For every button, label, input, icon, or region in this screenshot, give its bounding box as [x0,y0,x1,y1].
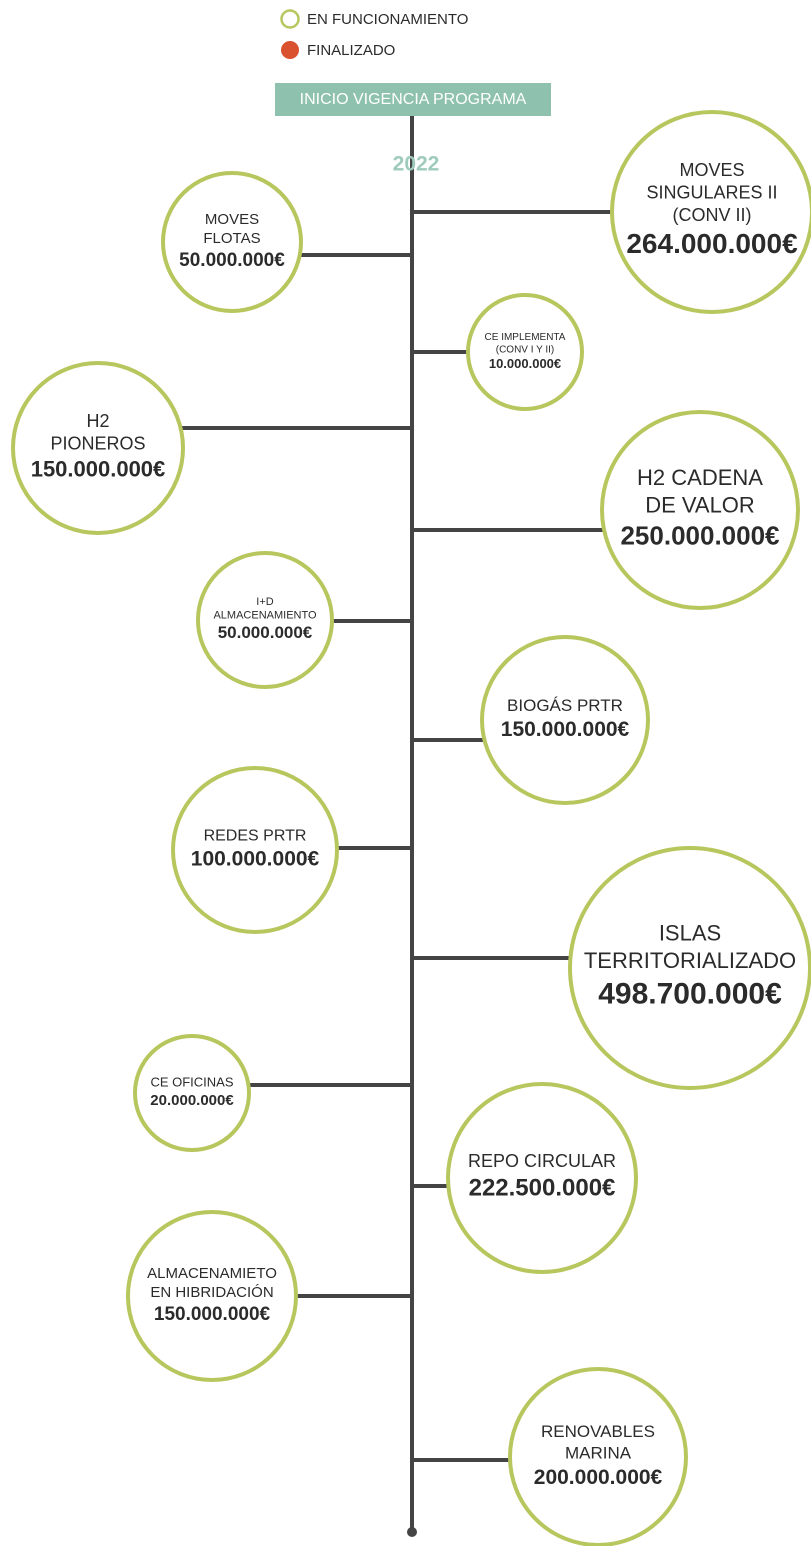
program-circle [508,1367,688,1547]
year-label: 2022 [393,153,440,176]
program-circle [11,361,185,535]
program-circle [480,635,650,805]
program-amount: 50.000.000€ [218,623,313,642]
program-circle [126,1210,298,1382]
program-name: SINGULARES II [646,183,777,203]
program-amount: 20.000.000€ [150,1092,234,1109]
program-name: H2 [86,411,109,431]
program-name: MOVES [679,160,744,180]
program-name: ALMACENAMIETO [147,1265,277,1282]
program-name: CE OFICINAS [150,1075,233,1090]
program-amount: 150.000.000€ [154,1304,271,1325]
program-amount: 264.000.000€ [626,228,798,259]
program-name: REDES PRTR [204,828,307,845]
program-name: BIOGÁS PRTR [507,696,623,715]
legend-label: FINALIZADO [307,42,395,59]
program-amount: 150.000.000€ [31,456,166,481]
program-name: I+D [256,596,273,608]
program-amount: 50.000.000€ [179,250,285,271]
program-circle [196,551,334,689]
program-circle [171,766,339,934]
program-amount: 10.000.000€ [489,356,561,371]
program-amount: 498.700.000€ [598,977,782,1010]
legend-swatch [281,41,299,59]
program-name: ALMACENAMIENTO [213,610,317,622]
program-circle [600,410,800,610]
header-box [275,83,551,116]
program-name: ISLAS [659,921,721,946]
program-name: CE IMPLEMENTA [485,332,566,343]
program-circle [133,1034,251,1152]
legend-label: EN FUNCIONAMIENTO [307,11,468,28]
program-name: FLOTAS [203,230,260,247]
program-amount: 222.500.000€ [469,1175,616,1202]
program-name: RENOVABLES [541,1422,655,1441]
program-name: (CONV I Y II) [496,344,555,355]
program-name: EN HIBRIDACIÓN [150,1284,273,1301]
program-circle [161,171,303,313]
program-circle [610,110,811,314]
program-amount: 100.000.000€ [191,848,320,871]
program-name: DE VALOR [645,493,755,518]
program-name: MOVES [205,211,259,228]
header-title: INICIO VIGENCIA PROGRAMA [300,91,527,108]
program-amount: 200.000.000€ [534,1466,663,1489]
program-name: REPO CIRCULAR [468,1151,616,1171]
program-circle [446,1082,638,1274]
program-name: (CONV II) [673,205,752,225]
program-name: TERRITORIALIZADO [584,948,796,973]
program-name: MARINA [565,1443,632,1462]
program-amount: 150.000.000€ [501,718,630,741]
legend-swatch [280,9,300,29]
program-name: H2 CADENA [637,465,763,490]
program-amount: 250.000.000€ [620,520,779,550]
program-name: PIONEROS [50,434,145,454]
timeline-end [407,1527,417,1537]
program-circle [466,293,584,411]
program-circle [568,846,811,1090]
